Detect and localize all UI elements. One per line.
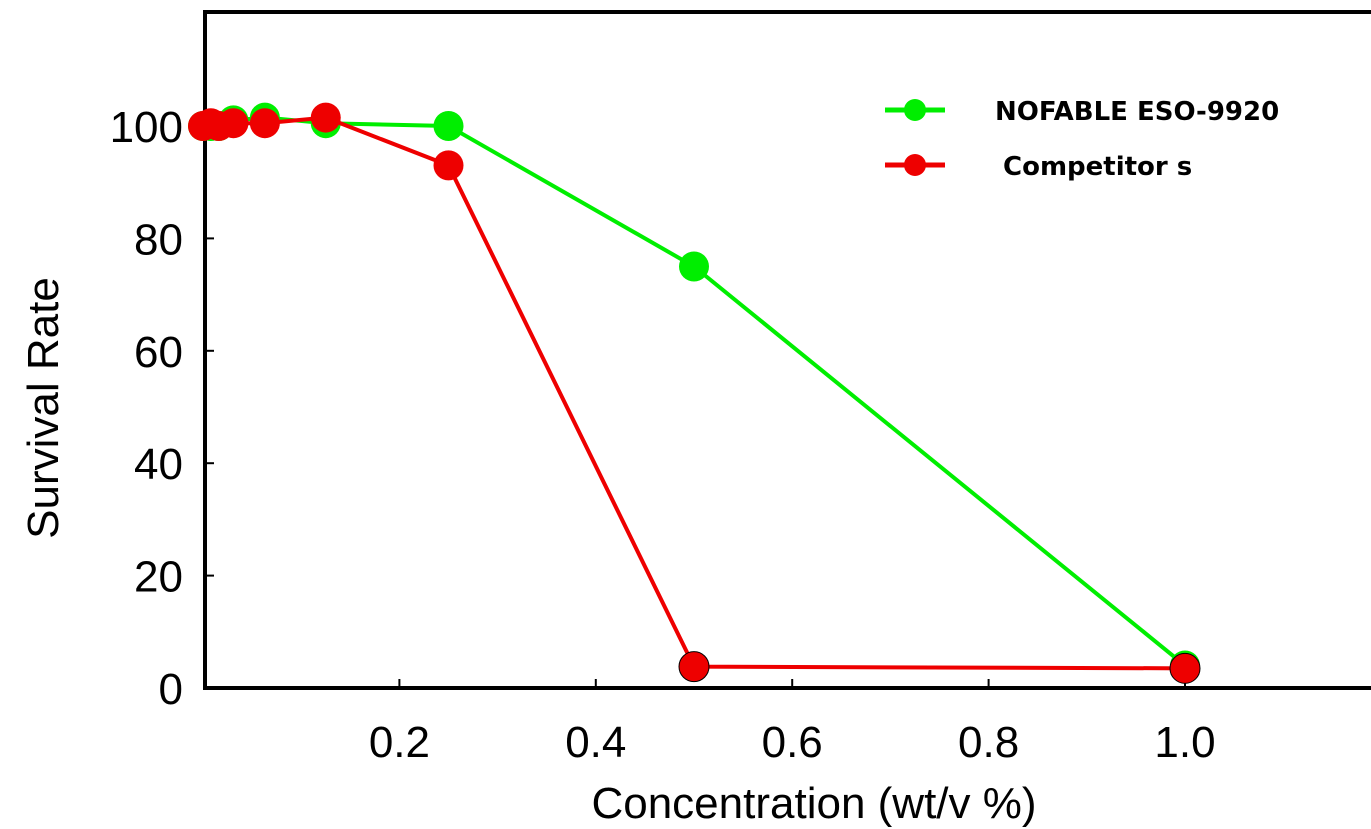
series-competitor xyxy=(188,102,1201,684)
y-tick-label: 100 xyxy=(110,103,183,152)
y-tick-label: 80 xyxy=(134,215,183,264)
data-point xyxy=(249,108,280,139)
y-tick-label: 20 xyxy=(134,553,183,602)
legend-marker-competitor xyxy=(904,154,926,176)
y-axis-title: Survival Rate xyxy=(19,277,68,539)
data-point xyxy=(1169,652,1201,684)
series-layer xyxy=(188,102,1201,684)
legend-label-competitor: Competitor s xyxy=(1003,152,1192,182)
x-tick-label: 1.0 xyxy=(1154,718,1215,767)
legend: NOFABLE ESO-9920 Competitor s xyxy=(885,97,1279,182)
legend-marker-nofable xyxy=(904,99,926,121)
x-tick-label: 0.6 xyxy=(762,718,823,767)
y-tick-label: 40 xyxy=(134,440,183,489)
data-point xyxy=(679,251,709,282)
x-tick-label: 0.2 xyxy=(369,718,430,767)
x-tick-label: 0.4 xyxy=(565,718,626,767)
y-tick-label: 60 xyxy=(134,328,183,377)
x-tick-label: 0.8 xyxy=(958,718,1019,767)
data-point xyxy=(310,102,341,133)
data-point xyxy=(433,111,464,141)
data-point xyxy=(678,651,710,683)
y-tick-label: 0 xyxy=(159,665,183,714)
legend-label-nofable: NOFABLE ESO-9920 xyxy=(995,97,1279,127)
series-nofable xyxy=(188,102,1200,681)
data-point xyxy=(433,150,464,181)
data-point xyxy=(218,108,249,139)
series-line-nofable xyxy=(203,115,1187,668)
series-line-competitor xyxy=(202,115,1186,671)
ticks: 0.2 0.4 0.6 0.8 1.0 0 20 40 60 80 100 xyxy=(110,103,1216,767)
x-axis-title: Concentration (wt/v %) xyxy=(591,779,1036,828)
